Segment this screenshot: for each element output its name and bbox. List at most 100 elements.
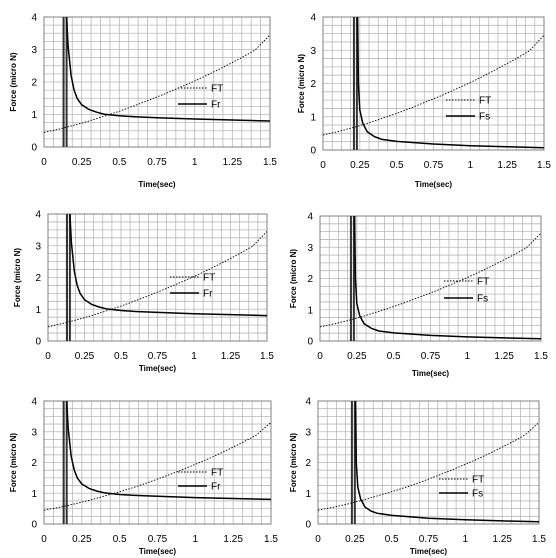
plot-border [317, 400, 540, 525]
x-tick-label: 0.75 [148, 351, 168, 362]
plot-border [319, 215, 542, 342]
x-tick-label: 0.5 [113, 534, 127, 545]
chart-panel-3: 0 0.25 0.5 0.75 1 1.25 1.5 0 1 2 3 4 Time(sec) Force … [13, 210, 274, 374]
x-tick-label: 1 [465, 351, 471, 362]
y-tick-label: 2 [307, 274, 313, 285]
x-tick-label: 1.5 [264, 534, 278, 545]
y-tick-label: 0 [310, 146, 316, 157]
x-tick-label: 1 [191, 351, 197, 362]
x-tick-label: 0.75 [421, 351, 441, 362]
series-line-fs [353, 216, 541, 340]
y-axis-label: Force (micro N) [297, 54, 306, 113]
legend-entry-fr: Fr [211, 100, 221, 111]
y-tick-label: 3 [35, 241, 41, 252]
x-axis-label: Time(sec) [410, 547, 448, 556]
legend: FT Fr [178, 84, 223, 111]
x-tick-label: 0.5 [385, 534, 399, 545]
y-tick-label: 4 [31, 13, 37, 24]
y-tick-label: 1 [307, 305, 313, 316]
legend-entry-ft: FT [472, 475, 484, 486]
series-line-ft [44, 34, 270, 133]
y-tick-label: 4 [35, 210, 41, 221]
grid [320, 216, 541, 341]
y-tick-label: 4 [31, 397, 37, 408]
grid [44, 401, 271, 524]
legend-entry-fs: Fs [477, 294, 488, 305]
series-line-fr [65, 401, 271, 501]
y-tick-label: 3 [31, 427, 37, 438]
legend: FT Fr [170, 273, 215, 300]
x-tick-label: 0 [317, 351, 323, 362]
plot-marks [318, 401, 539, 524]
plot-marks [48, 214, 267, 341]
y-tick-label: 2 [31, 78, 37, 89]
y-tick-label: 0 [305, 520, 311, 531]
x-tick-label: 1.5 [263, 157, 277, 168]
x-tick-label: 0.25 [72, 534, 92, 545]
legend: FT Fs [446, 96, 491, 123]
x-axis-label: Time(sec) [139, 364, 177, 373]
legend-entry-fs: Fs [472, 489, 483, 500]
y-tick-label: 3 [305, 427, 311, 438]
x-tick-label: 0 [320, 160, 326, 171]
x-tick-label: 0.5 [387, 351, 401, 362]
y-tick-label: 0 [35, 337, 41, 348]
series-line-ft [323, 34, 544, 136]
y-tick-label: 0 [307, 337, 313, 348]
y-tick-label: 2 [310, 79, 316, 90]
legend: FT Fs [444, 277, 489, 305]
x-tick-label: 0.75 [148, 534, 168, 545]
plot-marks [323, 17, 544, 150]
x-tick-label: 1.25 [497, 160, 517, 171]
legend-entry-ft: FT [477, 277, 489, 288]
x-tick-label: 0.75 [147, 157, 167, 168]
x-tick-label: 0.75 [424, 160, 444, 171]
series-line-fr [65, 17, 270, 122]
legend-entry-ft: FT [211, 468, 223, 479]
y-axis-label: Force (micro N) [289, 249, 298, 308]
series-line-ft [48, 231, 267, 328]
plot-marks [320, 216, 541, 341]
y-tick-label: 3 [31, 45, 37, 56]
x-axis-label: Time(sec) [415, 180, 453, 189]
chart-panel-2: 0 0.25 0.5 0.75 1 1.25 1.5 0 1 2 3 4 Time(sec) Force … [297, 13, 551, 190]
legend-entry-fs: Fs [479, 112, 490, 123]
plot-border [43, 400, 272, 525]
y-tick-label: 2 [31, 458, 37, 469]
x-tick-label: 0 [315, 534, 321, 545]
y-tick-label: 2 [305, 458, 311, 469]
x-tick-label: 0.5 [114, 351, 128, 362]
x-tick-label: 1.5 [537, 160, 551, 171]
series-line-ft [44, 422, 271, 511]
y-axis-label: Force (micro N) [9, 433, 18, 492]
y-tick-label: 2 [35, 273, 41, 284]
x-axis-label: Time(sec) [412, 369, 450, 378]
x-tick-label: 0.25 [345, 534, 365, 545]
y-tick-label: 1 [31, 110, 37, 121]
chart-panel-5: 0 0.25 0.5 0.75 1 1.25 1.5 0 1 2 3 4 Time(sec) Force … [9, 397, 278, 557]
legend: FT Fs [439, 475, 484, 500]
x-tick-label: 1.25 [223, 534, 243, 545]
chart-panel-6: 0 0.25 0.5 0.75 1 1.25 1.5 0 1 2 3 4 Time(sec) Force … [289, 397, 546, 557]
y-tick-label: 4 [307, 212, 313, 223]
x-tick-label: 0.25 [72, 157, 92, 168]
x-tick-label: 1.25 [492, 534, 512, 545]
legend-entry-fr: Fr [211, 482, 221, 493]
legend-entry-fr: Fr [203, 289, 213, 300]
x-tick-label: 1 [463, 534, 469, 545]
x-tick-label: 1.5 [260, 351, 274, 362]
x-tick-label: 1.25 [221, 351, 241, 362]
legend-entry-ft: FT [479, 96, 491, 107]
x-tick-label: 1 [193, 534, 199, 545]
x-tick-label: 0 [41, 534, 47, 545]
x-tick-label: 1 [192, 157, 198, 168]
y-tick-label: 0 [31, 520, 37, 531]
series-line-fs [356, 17, 544, 149]
x-tick-label: 1 [468, 160, 474, 171]
y-tick-label: 0 [31, 143, 37, 154]
x-tick-label: 0.25 [350, 160, 370, 171]
series-line-fs [354, 401, 539, 523]
legend-entry-ft: FT [203, 273, 215, 284]
x-tick-label: 0.5 [112, 157, 126, 168]
